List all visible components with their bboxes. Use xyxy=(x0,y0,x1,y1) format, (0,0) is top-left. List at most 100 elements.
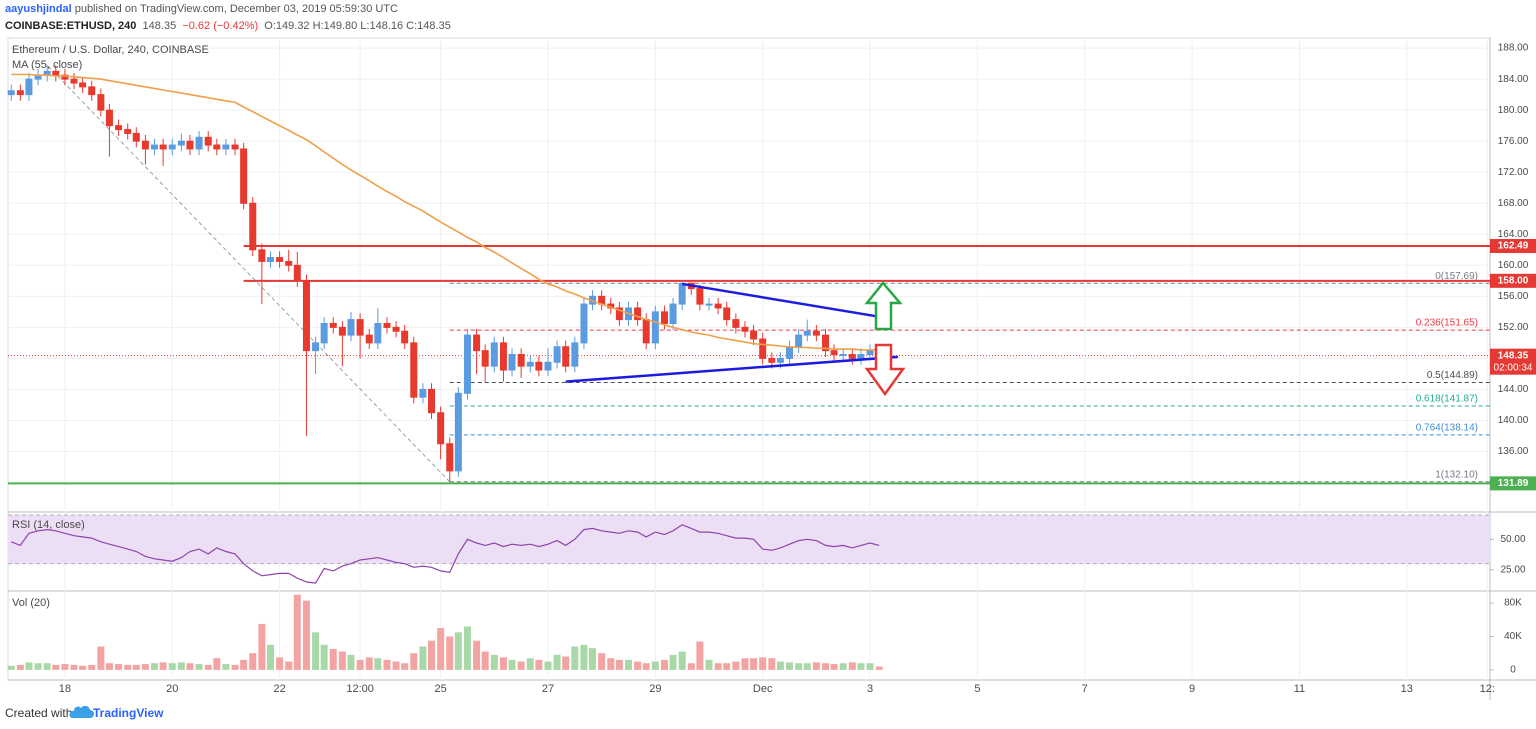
candle-body xyxy=(463,334,471,394)
candle-body xyxy=(454,392,462,472)
volume-bar xyxy=(177,662,185,670)
candle-body xyxy=(526,361,534,367)
candle-body xyxy=(383,322,391,328)
candle-body xyxy=(231,144,239,150)
candle-body xyxy=(660,311,668,324)
ma-line xyxy=(11,73,880,351)
candle-body xyxy=(177,140,185,146)
candle-body xyxy=(857,354,865,359)
y-tick-label: 188.00 xyxy=(1498,43,1529,54)
x-tick-label: 18 xyxy=(59,683,71,695)
volume-bar xyxy=(696,641,704,670)
candle-body xyxy=(517,354,525,367)
y-tick-label: 164.00 xyxy=(1498,229,1529,240)
ohlc: O:149.32 H:149.80 L:148.16 C:148.35 xyxy=(264,20,451,32)
volume-bar xyxy=(866,663,874,670)
volume-bar xyxy=(16,664,24,670)
x-tick-label: 27 xyxy=(542,683,554,695)
volume-bar xyxy=(88,664,96,670)
volume-bar xyxy=(383,659,391,670)
volume-bar xyxy=(115,664,123,670)
candle-body xyxy=(151,144,159,150)
x-tick-label: 3 xyxy=(867,683,873,695)
volume-bar xyxy=(168,663,176,670)
volume-bar xyxy=(293,594,301,670)
volume-bar xyxy=(151,663,159,670)
volume-bar xyxy=(490,654,498,670)
candle-body xyxy=(204,136,212,146)
candle-body xyxy=(446,443,454,472)
volume-bar xyxy=(141,664,149,670)
fib-label: 1(132.10) xyxy=(1435,469,1478,480)
candle-body xyxy=(678,282,686,305)
volume-bar xyxy=(678,651,686,670)
chart-title: Ethereum / U.S. Dollar, 240, COINBASE xyxy=(12,44,209,56)
volume-bar xyxy=(857,663,865,670)
rsi-band xyxy=(8,515,1490,564)
candle-body xyxy=(634,307,642,321)
volume-bar xyxy=(660,659,668,670)
volume-bar xyxy=(231,664,239,670)
candle-body xyxy=(410,342,418,398)
volume-bar xyxy=(687,663,695,670)
candle-body xyxy=(302,280,310,352)
volume-bar xyxy=(651,661,659,670)
volume-bar xyxy=(634,661,642,670)
candle-body xyxy=(401,330,409,344)
volume-bar xyxy=(732,661,740,670)
volume-bar xyxy=(266,644,274,670)
x-tick-label: 25 xyxy=(435,683,447,695)
candle-body xyxy=(276,257,284,262)
candle-body xyxy=(803,330,811,336)
last: 148.35 xyxy=(142,20,177,32)
fib-label: 0.618(141.87) xyxy=(1416,394,1478,405)
y-tick-label: 25.00 xyxy=(1500,564,1525,575)
candle-body xyxy=(266,257,274,262)
volume-bar xyxy=(276,657,284,670)
volume-bar xyxy=(454,632,462,670)
volume-bar xyxy=(437,628,445,670)
candle-body xyxy=(392,326,400,332)
author[interactable]: aayushjindal xyxy=(5,3,72,15)
price-tag-label: 131.89 xyxy=(1498,478,1529,489)
volume-bar xyxy=(463,626,471,670)
volume-bar xyxy=(795,663,803,670)
candle-body xyxy=(535,361,543,371)
y-tick-label: 176.00 xyxy=(1498,136,1529,147)
candle-body xyxy=(562,346,570,367)
candle-body xyxy=(642,319,650,344)
volume-bar xyxy=(669,654,677,670)
price-tag xyxy=(1490,238,1536,253)
candle-body xyxy=(481,350,489,367)
fib-trend xyxy=(46,64,451,483)
x-tick-label: 13 xyxy=(1401,683,1413,695)
candle-body xyxy=(356,319,364,336)
candle-body xyxy=(490,342,498,367)
volume-bar xyxy=(786,662,794,670)
brand[interactable]: TradingView xyxy=(93,706,164,720)
x-tick-label: 29 xyxy=(649,683,661,695)
volume-bar xyxy=(768,658,776,670)
volume-bar xyxy=(312,632,320,670)
trendline xyxy=(565,355,899,383)
price-tag xyxy=(1490,348,1536,375)
candle-body xyxy=(79,82,87,88)
published: published on TradingView.com, December 0… xyxy=(74,3,398,15)
volume-bar xyxy=(338,651,346,670)
volume-bar xyxy=(97,646,105,670)
volume-bar xyxy=(553,654,561,670)
candle-body xyxy=(222,144,230,150)
volume-bar xyxy=(249,653,257,670)
volume-bar xyxy=(410,653,418,670)
y-tick-label: 180.00 xyxy=(1498,105,1529,116)
volume-bar xyxy=(222,664,230,670)
volume-bar xyxy=(240,659,248,670)
volume-bar xyxy=(374,658,382,670)
candle-body xyxy=(759,338,767,359)
candle-body xyxy=(437,412,445,445)
candle-body xyxy=(428,388,436,414)
x-tick-label: 12:00 xyxy=(346,683,374,695)
candle-body xyxy=(16,90,24,96)
up-arrow xyxy=(864,281,903,331)
